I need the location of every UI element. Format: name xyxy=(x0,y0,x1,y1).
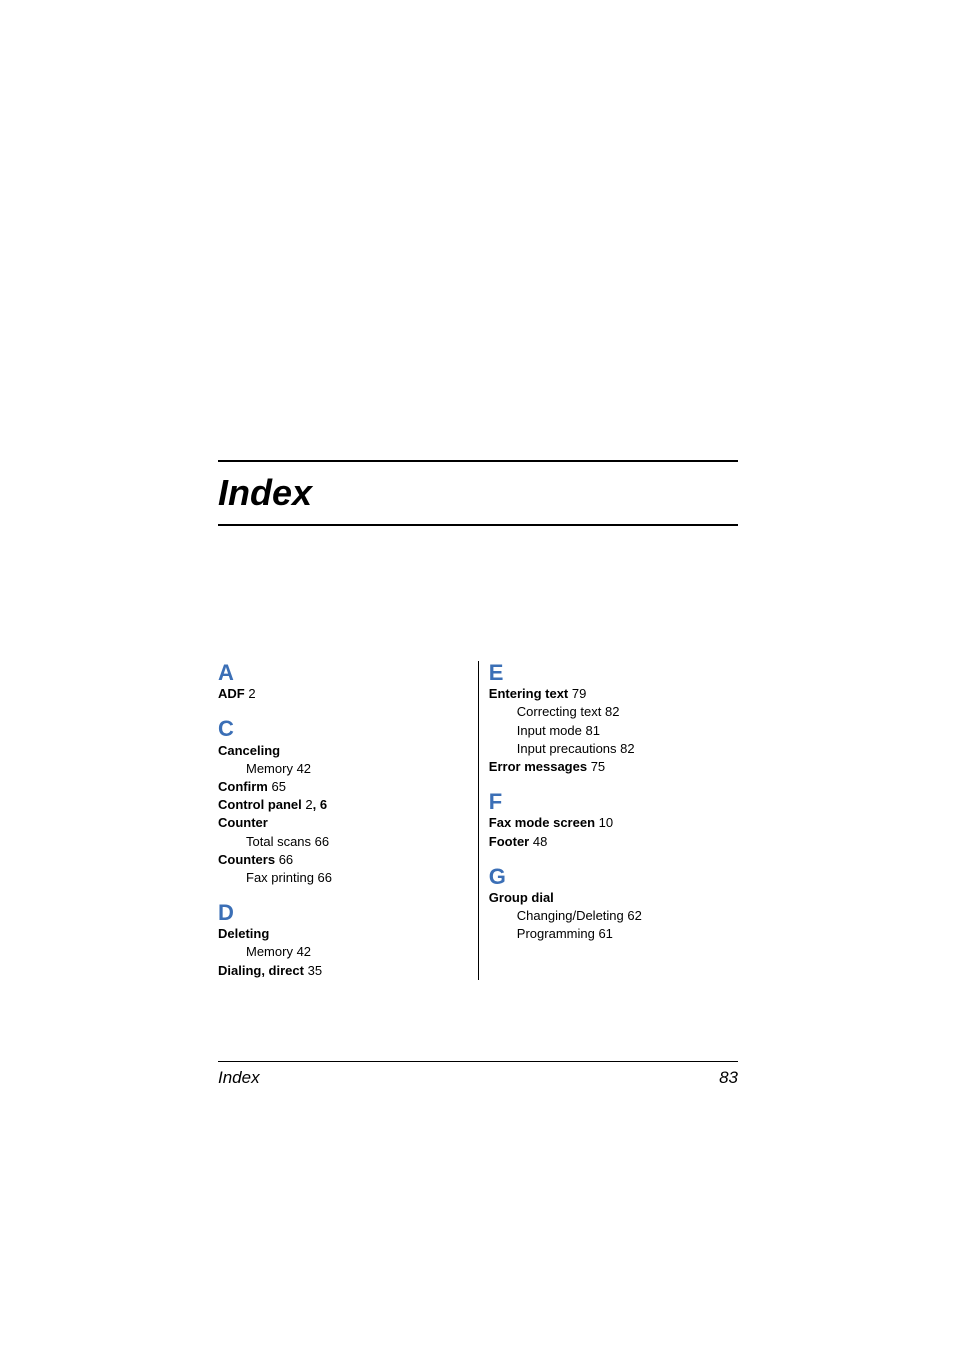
index-page-num: 48 xyxy=(533,834,547,849)
index-page-num: 2 xyxy=(305,797,312,812)
index-page-num: 2 xyxy=(248,686,255,701)
index-page: 2 xyxy=(248,686,255,701)
index-page: 2, 6 xyxy=(305,797,327,812)
index-page-num: 10 xyxy=(599,815,613,830)
index-term: Error messages xyxy=(489,759,587,774)
index-subentry: Total scans 66 xyxy=(218,833,478,851)
index-entry: Counter xyxy=(218,814,478,832)
index-sub-label: Fax printing xyxy=(246,870,314,885)
index-sub-page: 82 xyxy=(620,741,634,756)
index-subentry: Memory 42 xyxy=(218,760,478,778)
index-subentry: Fax printing 66 xyxy=(218,869,478,887)
index-entry: Error messages 75 xyxy=(489,758,738,776)
footer-page-number: 83 xyxy=(719,1068,738,1088)
footer-label: Index xyxy=(218,1068,260,1088)
index-page: 66 xyxy=(279,852,293,867)
index-term: Control panel xyxy=(218,797,302,812)
index-term: Fax mode screen xyxy=(489,815,595,830)
section-letter-d: D xyxy=(218,901,478,925)
index-subentry: Input mode 81 xyxy=(489,722,738,740)
index-sub-label: Memory xyxy=(246,761,293,776)
section-letter-e: E xyxy=(489,661,738,685)
index-subentry: Correcting text 82 xyxy=(489,703,738,721)
footer-rule xyxy=(218,1061,738,1062)
index-entry: Confirm 65 xyxy=(218,778,478,796)
index-page: 65 xyxy=(271,779,285,794)
index-subentry: Programming 61 xyxy=(489,925,738,943)
index-sub-page: 81 xyxy=(585,723,599,738)
title-rule-bottom xyxy=(218,524,738,526)
index-sub-page: 62 xyxy=(627,908,641,923)
page-content: Index A ADF 2 C Canceling Memory 42 Conf… xyxy=(218,460,738,980)
page-footer: Index 83 xyxy=(218,1061,738,1088)
index-page-num: 35 xyxy=(308,963,322,978)
index-sub-page: 66 xyxy=(315,834,329,849)
index-page: 10 xyxy=(599,815,613,830)
index-term: Entering text xyxy=(489,686,568,701)
index-term: Dialing, direct xyxy=(218,963,304,978)
index-entry: Canceling xyxy=(218,742,478,760)
index-term: Deleting xyxy=(218,926,269,941)
index-column-right: E Entering text 79 Correcting text 82 In… xyxy=(478,661,738,980)
index-entry: Fax mode screen 10 xyxy=(489,814,738,832)
index-page-num: 65 xyxy=(271,779,285,794)
index-sub-page: 42 xyxy=(297,761,311,776)
section-letter-f: F xyxy=(489,790,738,814)
index-page: 48 xyxy=(533,834,547,849)
index-entry: ADF 2 xyxy=(218,685,478,703)
index-entry: Counters 66 xyxy=(218,851,478,869)
index-term: Footer xyxy=(489,834,529,849)
section-letter-c: C xyxy=(218,717,478,741)
index-sub-page: 42 xyxy=(297,944,311,959)
index-sub-label: Input precautions xyxy=(517,741,617,756)
index-sub-label: Changing/Deleting xyxy=(517,908,624,923)
index-entry: Group dial xyxy=(489,889,738,907)
index-page-extra: , 6 xyxy=(313,797,327,812)
index-page: 75 xyxy=(591,759,605,774)
index-page-num: 79 xyxy=(572,686,586,701)
index-page-num: 75 xyxy=(591,759,605,774)
title-rule-top xyxy=(218,460,738,462)
index-sub-page: 82 xyxy=(605,704,619,719)
index-page-num: 66 xyxy=(279,852,293,867)
section-letter-g: G xyxy=(489,865,738,889)
index-subentry: Memory 42 xyxy=(218,943,478,961)
index-columns: A ADF 2 C Canceling Memory 42 Confirm 65… xyxy=(218,661,738,980)
index-term: ADF xyxy=(218,686,245,701)
index-sub-label: Correcting text xyxy=(517,704,602,719)
index-page: 79 xyxy=(572,686,586,701)
index-term: Confirm xyxy=(218,779,268,794)
index-sub-label: Memory xyxy=(246,944,293,959)
page-title: Index xyxy=(218,472,738,514)
index-term: Counters xyxy=(218,852,275,867)
index-term: Counter xyxy=(218,815,268,830)
index-sub-page: 66 xyxy=(318,870,332,885)
index-entry: Deleting xyxy=(218,925,478,943)
index-entry: Entering text 79 xyxy=(489,685,738,703)
index-sub-label: Input mode xyxy=(517,723,582,738)
index-entry: Dialing, direct 35 xyxy=(218,962,478,980)
index-column-left: A ADF 2 C Canceling Memory 42 Confirm 65… xyxy=(218,661,478,980)
footer-row: Index 83 xyxy=(218,1068,738,1088)
index-page: 35 xyxy=(308,963,322,978)
index-subentry: Input precautions 82 xyxy=(489,740,738,758)
index-term: Group dial xyxy=(489,890,554,905)
index-sub-label: Total scans xyxy=(246,834,311,849)
index-term: Canceling xyxy=(218,743,280,758)
index-sub-label: Programming xyxy=(517,926,595,941)
section-letter-a: A xyxy=(218,661,478,685)
index-subentry: Changing/Deleting 62 xyxy=(489,907,738,925)
index-entry: Control panel 2, 6 xyxy=(218,796,478,814)
index-entry: Footer 48 xyxy=(489,833,738,851)
index-sub-page: 61 xyxy=(598,926,612,941)
